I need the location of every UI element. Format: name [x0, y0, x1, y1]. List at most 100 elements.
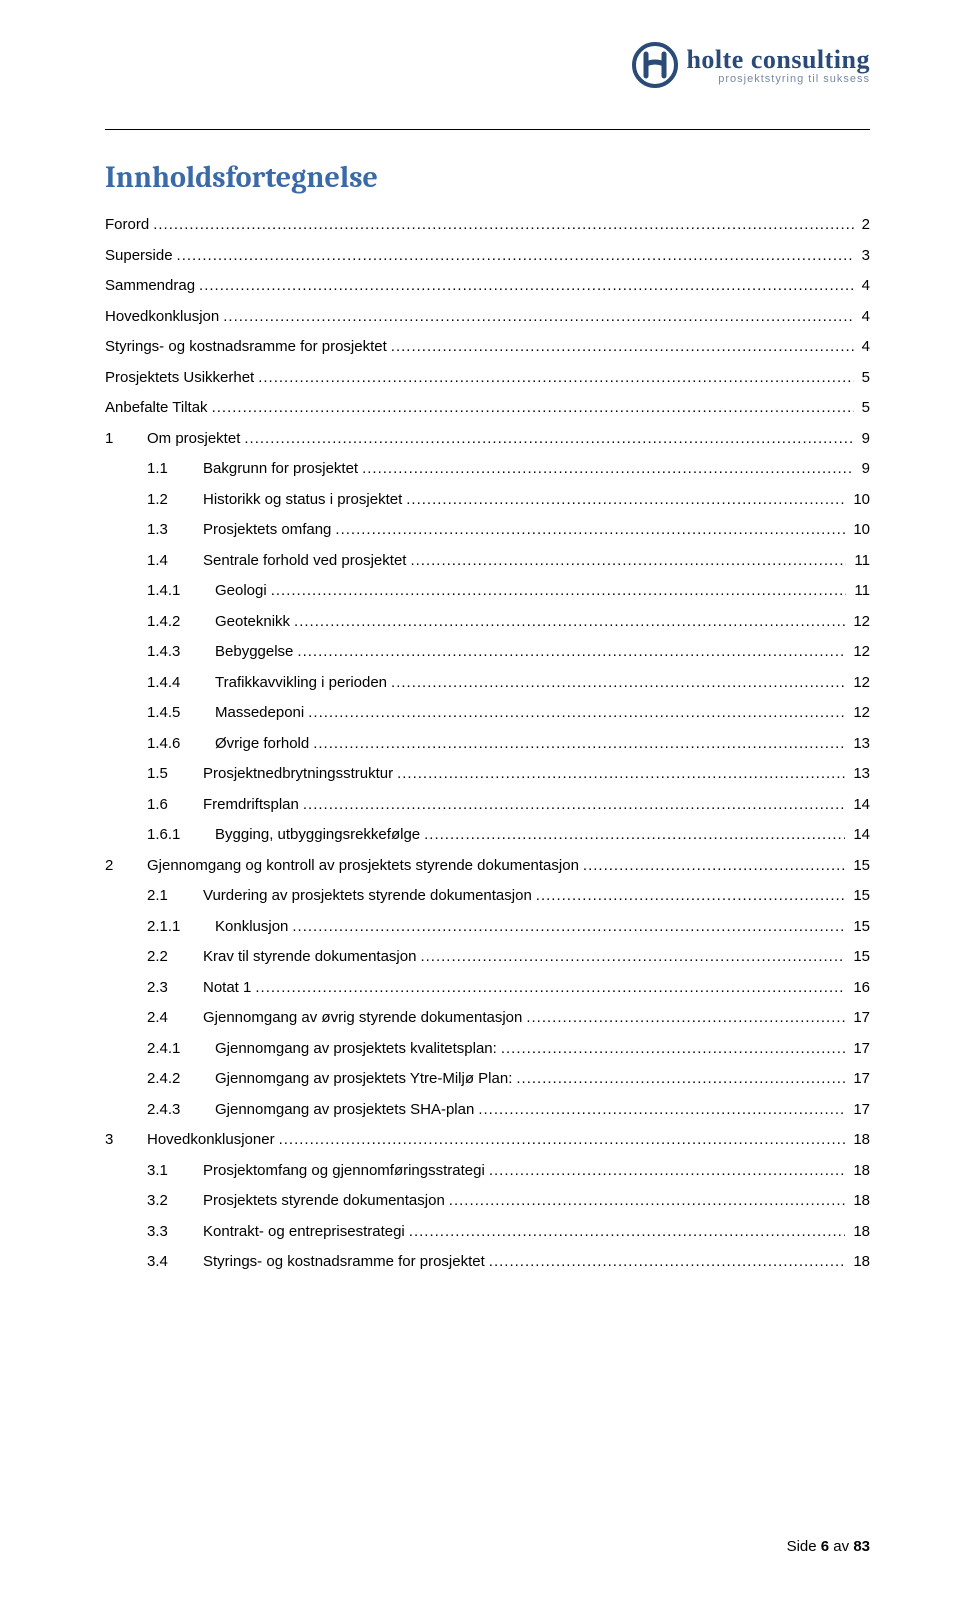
toc-entry[interactable]: Sammendrag4 — [105, 278, 870, 293]
toc-entry[interactable]: 1.5Prosjektnedbrytningsstruktur13 — [105, 766, 870, 781]
toc-label: Geoteknikk — [215, 614, 290, 629]
toc-label: Hovedkonklusjoner — [147, 1132, 275, 1147]
toc-page: 17 — [849, 1010, 870, 1025]
toc-page: 17 — [849, 1071, 870, 1086]
toc-entry[interactable]: Hovedkonklusjon4 — [105, 309, 870, 324]
toc-leader — [177, 248, 854, 263]
toc-entry[interactable]: 1.3Prosjektets omfang10 — [105, 522, 870, 537]
toc-leader — [308, 705, 845, 720]
toc-leader — [478, 1102, 845, 1117]
toc-entry[interactable]: 3.1Prosjektomfang og gjennomføringsstrat… — [105, 1163, 870, 1178]
brand-logo: holte consulting prosjektstyring til suk… — [632, 42, 870, 88]
toc-leader — [410, 553, 846, 568]
footer-sep: av — [829, 1538, 853, 1555]
toc-entry[interactable]: 2Gjennomgang og kontroll av prosjektets … — [105, 858, 870, 873]
toc-entry[interactable]: 1.4.6Øvrige forhold13 — [105, 736, 870, 751]
toc-number: 3.2 — [147, 1193, 203, 1208]
toc-label: Prosjektnedbrytningsstruktur — [203, 766, 393, 781]
toc-number: 1.4.2 — [147, 614, 215, 629]
toc-entry[interactable]: 1.4.5Massedeponi12 — [105, 705, 870, 720]
toc-label: Styrings- og kostnadsramme for prosjekte… — [203, 1254, 485, 1269]
toc-page: 12 — [849, 644, 870, 659]
toc-number: 2.3 — [147, 980, 203, 995]
toc-entry[interactable]: 3.2Prosjektets styrende dokumentasjon18 — [105, 1193, 870, 1208]
toc-page: 17 — [849, 1102, 870, 1117]
toc-leader — [335, 522, 845, 537]
holte-logo-icon — [632, 42, 678, 88]
brand-tagline: prosjektstyring til suksess — [686, 73, 870, 85]
toc-entry[interactable]: 3.4Styrings- og kostnadsramme for prosje… — [105, 1254, 870, 1269]
toc-label: Prosjektets omfang — [203, 522, 331, 537]
toc-leader — [153, 217, 853, 232]
toc-number: 1.4.1 — [147, 583, 215, 598]
toc-number: 3.3 — [147, 1224, 203, 1239]
toc-page: 18 — [849, 1254, 870, 1269]
toc-leader — [271, 583, 847, 598]
toc-page: 11 — [850, 583, 870, 598]
toc-page: 9 — [858, 431, 870, 446]
toc-entry[interactable]: 1.4.1Geologi11 — [105, 583, 870, 598]
toc-leader — [420, 949, 845, 964]
toc-number: 2.4.1 — [147, 1041, 215, 1056]
toc-entry[interactable]: 1.4.2Geoteknikk 12 — [105, 614, 870, 629]
toc-list: Forord2 Superside3 Sammendrag4 Hovedkonklus… — [105, 217, 870, 1269]
toc-entry[interactable]: 3.3Kontrakt- og entreprisestrategi18 — [105, 1224, 870, 1239]
toc-number: 2.1.1 — [147, 919, 215, 934]
toc-entry[interactable]: 1Om prosjektet9 — [105, 431, 870, 446]
toc-leader — [255, 980, 845, 995]
page-header: holte consulting prosjektstyring til suk… — [105, 30, 870, 130]
toc-entry[interactable]: 1.6Fremdriftsplan14 — [105, 797, 870, 812]
toc-entry[interactable]: 2.2Krav til styrende dokumentasjon15 — [105, 949, 870, 964]
toc-page: 12 — [849, 614, 870, 629]
toc-leader — [362, 461, 854, 476]
toc-entry[interactable]: 2.4.1Gjennomgang av prosjektets kvalitet… — [105, 1041, 870, 1056]
toc-entry[interactable]: Forord2 — [105, 217, 870, 232]
toc-page: 11 — [850, 553, 870, 568]
toc-page: 3 — [858, 248, 870, 263]
toc-label: Vurdering av prosjektets styrende dokume… — [203, 888, 532, 903]
toc-entry[interactable]: 3Hovedkonklusjoner18 — [105, 1132, 870, 1147]
toc-entry[interactable]: 2.4.2Gjennomgang av prosjektets Ytre-Mil… — [105, 1071, 870, 1086]
toc-page: 18 — [849, 1132, 870, 1147]
toc-label: Notat 1 — [203, 980, 251, 995]
toc-entry[interactable]: Anbefalte Tiltak5 — [105, 400, 870, 415]
toc-leader — [409, 1224, 846, 1239]
toc-page: 15 — [849, 949, 870, 964]
toc-entry[interactable]: 2.1Vurdering av prosjektets styrende dok… — [105, 888, 870, 903]
toc-leader — [297, 644, 845, 659]
toc-leader — [391, 675, 845, 690]
toc-entry[interactable]: 1.6.1Bygging, utbyggingsrekkefølge14 — [105, 827, 870, 842]
toc-page: 14 — [849, 797, 870, 812]
toc-entry[interactable]: 2.4.3Gjennomgang av prosjektets SHA-plan… — [105, 1102, 870, 1117]
toc-label: Prosjektets Usikkerhet — [105, 370, 254, 385]
toc-leader — [294, 614, 845, 629]
toc-entry[interactable]: 1.4Sentrale forhold ved prosjektet11 — [105, 553, 870, 568]
toc-number: 1.6.1 — [147, 827, 215, 842]
toc-number: 1.3 — [147, 522, 203, 537]
toc-label: Krav til styrende dokumentasjon — [203, 949, 416, 964]
toc-leader — [449, 1193, 846, 1208]
brand-name: holte consulting — [686, 45, 870, 75]
toc-page: 5 — [858, 400, 870, 415]
toc-entry[interactable]: Styrings- og kostnadsramme for prosjekte… — [105, 339, 870, 354]
toc-title: Innholdsfortegnelse — [105, 160, 870, 195]
toc-entry[interactable]: 1.2Historikk og status i prosjektet10 — [105, 492, 870, 507]
toc-number: 3.1 — [147, 1163, 203, 1178]
toc-entry[interactable]: 2.3Notat 116 — [105, 980, 870, 995]
toc-page: 5 — [858, 370, 870, 385]
toc-leader — [391, 339, 854, 354]
toc-entry[interactable]: Superside3 — [105, 248, 870, 263]
toc-entry[interactable]: 1.1Bakgrunn for prosjektet9 — [105, 461, 870, 476]
toc-entry[interactable]: 1.4.4Trafikkavvikling i perioden12 — [105, 675, 870, 690]
toc-entry[interactable]: Prosjektets Usikkerhet 5 — [105, 370, 870, 385]
toc-leader — [279, 1132, 846, 1147]
toc-label: Bygging, utbyggingsrekkefølge — [215, 827, 420, 842]
toc-entry[interactable]: 2.1.1Konklusjon15 — [105, 919, 870, 934]
footer-prefix: Side — [787, 1538, 821, 1555]
footer-total: 83 — [853, 1538, 870, 1555]
toc-entry[interactable]: 1.4.3Bebyggelse12 — [105, 644, 870, 659]
toc-leader — [516, 1071, 845, 1086]
toc-entry[interactable]: 2.4Gjennomgang av øvrig styrende dokumen… — [105, 1010, 870, 1025]
toc-leader — [406, 492, 845, 507]
toc-label: Gjennomgang av prosjektets Ytre-Miljø Pl… — [215, 1071, 512, 1086]
